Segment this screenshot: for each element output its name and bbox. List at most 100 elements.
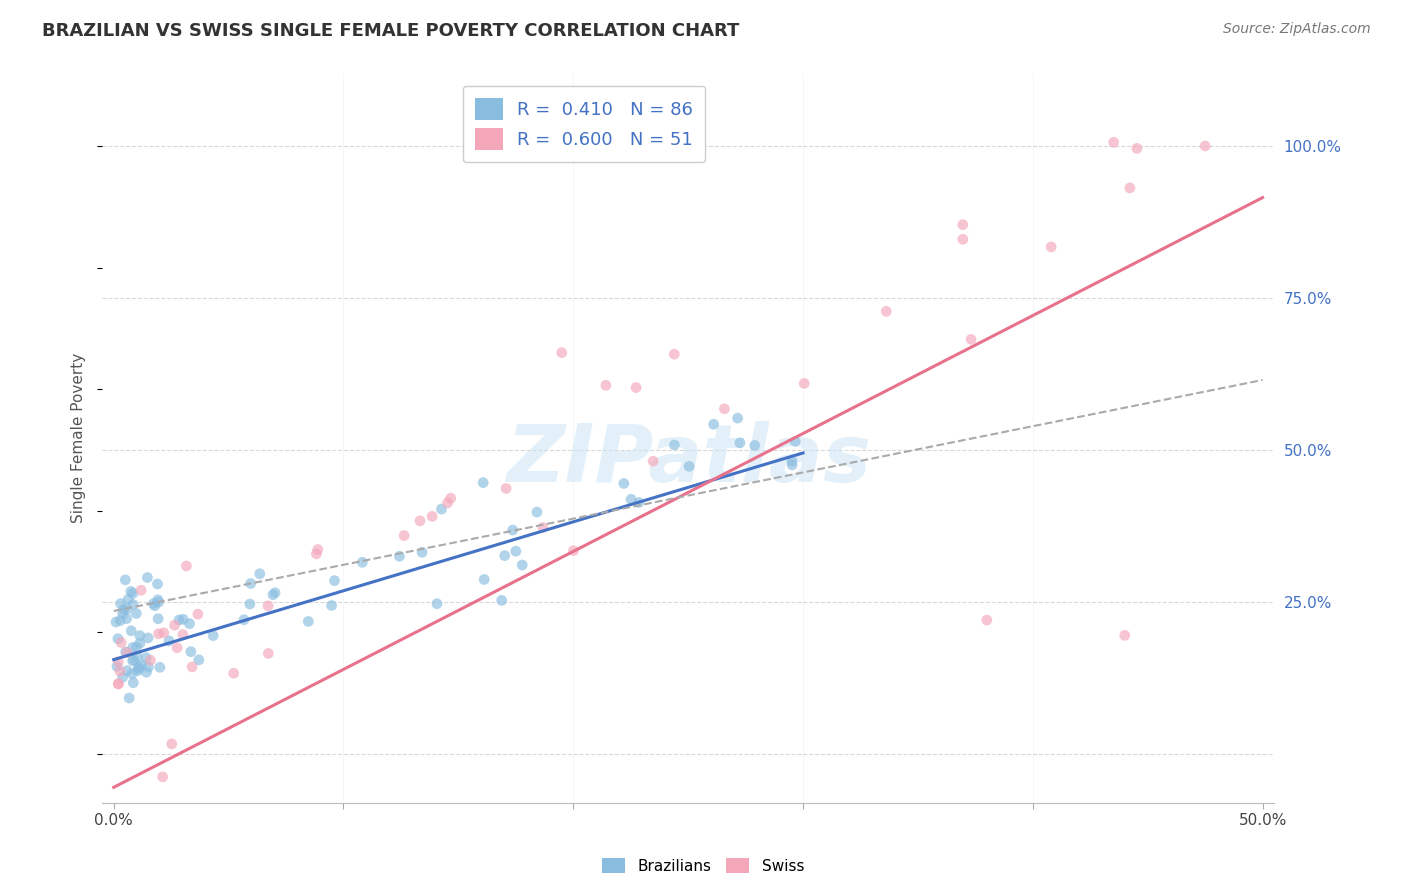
Point <box>121 666 143 681</box>
Point <box>166 640 188 655</box>
Point <box>526 505 548 519</box>
Point <box>108 664 131 678</box>
Point <box>627 495 650 509</box>
Point <box>138 660 160 674</box>
Point <box>105 659 128 673</box>
Point <box>127 649 149 664</box>
Point <box>179 616 201 631</box>
Point <box>495 482 517 496</box>
Point <box>257 599 280 613</box>
Point <box>148 626 170 640</box>
Point <box>239 576 262 591</box>
Point <box>262 588 284 602</box>
Point <box>122 675 145 690</box>
Point <box>257 647 280 661</box>
Point <box>172 627 194 641</box>
Point <box>1119 181 1142 195</box>
Point <box>136 570 159 584</box>
Point <box>120 624 142 638</box>
Point <box>744 438 766 452</box>
Point <box>120 584 142 599</box>
Point <box>181 660 204 674</box>
Point <box>502 523 524 537</box>
Point <box>136 631 159 645</box>
Point <box>114 645 136 659</box>
Point <box>131 657 153 672</box>
Point <box>728 435 751 450</box>
Point <box>510 558 533 572</box>
Point <box>875 304 897 318</box>
Point <box>703 417 725 432</box>
Point <box>110 614 132 628</box>
Point <box>678 459 700 474</box>
Point <box>148 595 170 609</box>
Point <box>388 549 411 564</box>
Text: Source: ZipAtlas.com: Source: ZipAtlas.com <box>1223 22 1371 37</box>
Point <box>595 378 617 392</box>
Point <box>613 476 636 491</box>
Point <box>111 670 134 684</box>
Point <box>562 543 585 558</box>
Point <box>202 629 225 643</box>
Point <box>149 660 172 674</box>
Point <box>426 597 449 611</box>
Point <box>713 401 735 416</box>
Point <box>112 602 135 616</box>
Point <box>420 509 443 524</box>
Point <box>531 520 554 534</box>
Point <box>551 345 574 359</box>
Point <box>249 566 271 581</box>
Point <box>167 613 190 627</box>
Point <box>105 615 128 629</box>
Text: BRAZILIAN VS SWISS SINGLE FEMALE POVERTY CORRELATION CHART: BRAZILIAN VS SWISS SINGLE FEMALE POVERTY… <box>42 22 740 40</box>
Point <box>321 599 343 613</box>
Point <box>121 640 143 655</box>
Point <box>952 232 974 246</box>
Point <box>411 545 433 559</box>
Point <box>323 574 346 588</box>
Point <box>472 475 495 490</box>
Point <box>146 577 169 591</box>
Point <box>793 376 815 391</box>
Point <box>233 613 256 627</box>
Point <box>664 347 686 361</box>
Point <box>157 634 180 648</box>
Point <box>127 662 149 676</box>
Point <box>780 454 803 468</box>
Point <box>505 544 527 558</box>
Point <box>172 612 194 626</box>
Point <box>727 411 749 425</box>
Point <box>122 653 145 667</box>
Point <box>128 629 150 643</box>
Point <box>115 664 138 678</box>
Point <box>960 332 983 346</box>
Point <box>128 660 150 674</box>
Point <box>440 491 463 506</box>
Point <box>176 558 198 573</box>
Point <box>163 618 186 632</box>
Point <box>620 492 643 507</box>
Point <box>1040 240 1063 254</box>
Point <box>472 573 495 587</box>
Y-axis label: Single Female Poverty: Single Female Poverty <box>72 352 86 523</box>
Point <box>222 666 245 681</box>
Text: ZIPatlas: ZIPatlas <box>506 421 870 499</box>
Point <box>115 645 138 659</box>
Point <box>643 454 665 468</box>
Point <box>1126 141 1149 155</box>
Point <box>115 602 138 616</box>
Point <box>494 549 516 563</box>
Point <box>491 593 513 607</box>
Point <box>139 653 162 667</box>
Point <box>107 677 129 691</box>
Legend: Brazilians, Swiss: Brazilians, Swiss <box>596 852 810 880</box>
Point <box>128 636 150 650</box>
Point <box>1102 136 1125 150</box>
Point <box>239 597 262 611</box>
Point <box>180 645 202 659</box>
Point <box>297 615 319 629</box>
Point <box>1114 628 1136 642</box>
Point <box>153 625 176 640</box>
Point <box>409 514 432 528</box>
Point <box>780 458 803 472</box>
